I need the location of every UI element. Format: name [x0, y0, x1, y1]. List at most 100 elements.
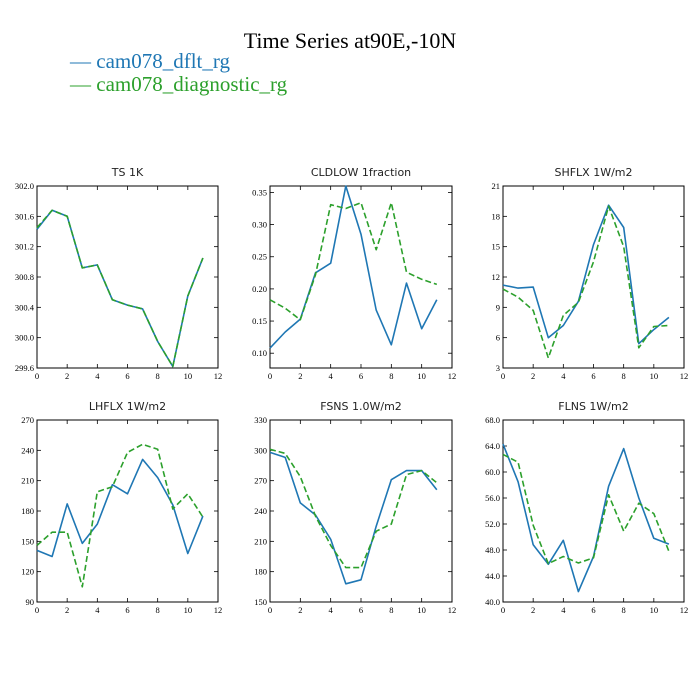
y-tick-label: 301.6: [15, 211, 34, 221]
y-tick-label: 270: [254, 476, 267, 486]
y-tick-label: 21: [492, 181, 501, 191]
y-tick-label: 0.25: [252, 252, 267, 262]
y-tick-label: 180: [254, 567, 267, 577]
x-tick-label: 8: [389, 605, 393, 615]
x-tick-label: 2: [531, 371, 535, 381]
x-tick-label: 2: [65, 605, 69, 615]
y-tick-label: 300.8: [15, 272, 34, 282]
plot-frame: [502, 185, 685, 369]
y-tick-label: 52.0: [485, 519, 500, 529]
series-line-dflt: [36, 458, 204, 558]
y-tick-label: 300.4: [15, 302, 35, 312]
y-tick-label: 180: [21, 506, 34, 516]
x-tick-label: 8: [622, 371, 626, 381]
y-tick-label: 210: [254, 536, 267, 546]
y-tick-label: 120: [21, 567, 34, 577]
x-tick-label: 6: [591, 371, 595, 381]
series-line-diagnostic: [502, 205, 669, 359]
x-tick-label: 8: [389, 371, 393, 381]
y-tick-label: 240: [254, 506, 267, 516]
plot-frame: [269, 185, 453, 369]
legend: — cam078_dflt_rg — cam078_diagnostic_rg: [70, 50, 287, 96]
x-tick-label: 0: [501, 371, 505, 381]
y-tick-label: 330: [254, 415, 267, 425]
x-tick-label: 10: [650, 371, 659, 381]
x-tick-label: 0: [268, 371, 272, 381]
panel-title: CLDLOW 1fraction: [311, 166, 411, 179]
y-tick-label: 299.6: [15, 363, 34, 373]
y-tick-label: 0.15: [252, 316, 267, 326]
series-line-diagnostic: [502, 453, 670, 565]
figure-title: Time Series at90E,-10N: [243, 28, 457, 53]
legend-entry-dflt: — cam078_dflt_rg: [70, 49, 231, 73]
y-tick-label: 56.0: [485, 493, 500, 503]
y-tick-label: 270: [21, 415, 34, 425]
x-tick-label: 4: [561, 605, 566, 615]
x-tick-label: 12: [448, 605, 457, 615]
x-tick-label: 6: [125, 605, 129, 615]
y-tick-label: 0.20: [252, 284, 267, 294]
x-tick-label: 6: [125, 371, 129, 381]
y-tick-label: 60.0: [485, 467, 500, 477]
x-tick-label: 8: [622, 605, 626, 615]
y-tick-label: 0.10: [252, 348, 267, 358]
x-tick-label: 4: [329, 371, 334, 381]
panel-title: FSNS 1.0W/m2: [320, 400, 402, 413]
x-tick-label: 10: [650, 605, 659, 615]
x-tick-label: 8: [156, 605, 160, 615]
x-tick-label: 2: [531, 605, 535, 615]
series-line-diagnostic: [269, 448, 438, 569]
x-tick-label: 12: [214, 371, 223, 381]
x-tick-label: 4: [329, 605, 334, 615]
y-tick-label: 3: [496, 363, 500, 373]
series-line-diagnostic: [269, 201, 438, 321]
y-tick-label: 48.0: [485, 545, 500, 555]
y-tick-label: 210: [21, 476, 34, 486]
series-line-dflt: [502, 204, 670, 345]
legend-entry-diagnostic: — cam078_diagnostic_rg: [70, 72, 288, 96]
y-tick-label: 300.0: [15, 333, 34, 343]
x-tick-label: 6: [591, 605, 595, 615]
y-tick-label: 44.0: [485, 571, 500, 581]
x-tick-label: 0: [35, 371, 39, 381]
series-line-dflt: [269, 451, 438, 585]
plot-frame: [36, 419, 219, 603]
y-tick-label: 301.2: [15, 242, 34, 252]
panel-title: LHFLX 1W/m2: [89, 400, 166, 413]
x-tick-label: 12: [214, 605, 223, 615]
x-tick-label: 2: [65, 371, 69, 381]
x-tick-label: 0: [501, 605, 505, 615]
x-tick-label: 4: [95, 371, 100, 381]
series-line-diagnostic: [36, 209, 204, 368]
y-tick-label: 0.30: [252, 220, 267, 230]
x-tick-label: 10: [184, 605, 193, 615]
y-tick-label: 6: [496, 333, 500, 343]
x-tick-label: 0: [35, 605, 39, 615]
y-tick-label: 300: [254, 445, 267, 455]
y-tick-label: 40.0: [485, 597, 500, 607]
panel-title: SHFLX 1W/m2: [554, 166, 632, 179]
y-tick-label: 12: [492, 272, 501, 282]
panel-title: FLNS 1W/m2: [558, 400, 628, 413]
x-tick-label: 6: [359, 371, 363, 381]
series-line-dflt: [502, 443, 670, 593]
y-tick-label: 64.0: [485, 441, 500, 451]
x-tick-label: 12: [680, 605, 689, 615]
y-tick-label: 0.35: [252, 187, 267, 197]
x-tick-label: 0: [268, 605, 272, 615]
y-tick-label: 15: [492, 242, 501, 252]
x-tick-label: 8: [156, 371, 160, 381]
x-tick-label: 4: [95, 605, 100, 615]
plot-frame: [269, 419, 453, 603]
y-tick-label: 68.0: [485, 415, 500, 425]
series-line-diagnostic: [36, 443, 204, 588]
y-tick-label: 150: [21, 536, 34, 546]
y-tick-label: 90: [26, 597, 35, 607]
plot-frame: [36, 185, 219, 369]
series-line-dflt: [269, 185, 438, 349]
x-tick-label: 12: [680, 371, 689, 381]
x-tick-label: 10: [417, 371, 426, 381]
x-tick-label: 12: [448, 371, 457, 381]
y-tick-label: 9: [496, 302, 500, 312]
